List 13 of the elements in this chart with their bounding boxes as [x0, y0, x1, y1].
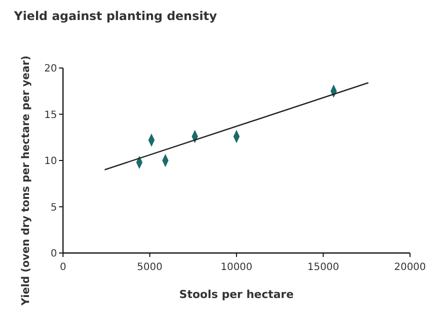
x-tick-label: 15000 [307, 262, 340, 273]
x-axis-title: Stools per hectare [179, 288, 294, 301]
y-tick-label: 5 [50, 202, 57, 214]
y-tick-label: 15 [44, 110, 57, 121]
chart-title: Yield against planting density [13, 9, 218, 23]
y-tick-label: 20 [44, 64, 57, 74]
x-tick-label: 5000 [137, 262, 162, 273]
y-axis-title: Yield (oven dry tons per hectare per year) [20, 56, 32, 306]
x-tick-label: 20000 [394, 262, 426, 273]
y-tick-label: 10 [44, 156, 57, 167]
y-tick-label: 0 [50, 248, 57, 260]
x-tick-label: 10000 [220, 262, 252, 273]
x-tick-label: 0 [60, 262, 66, 273]
